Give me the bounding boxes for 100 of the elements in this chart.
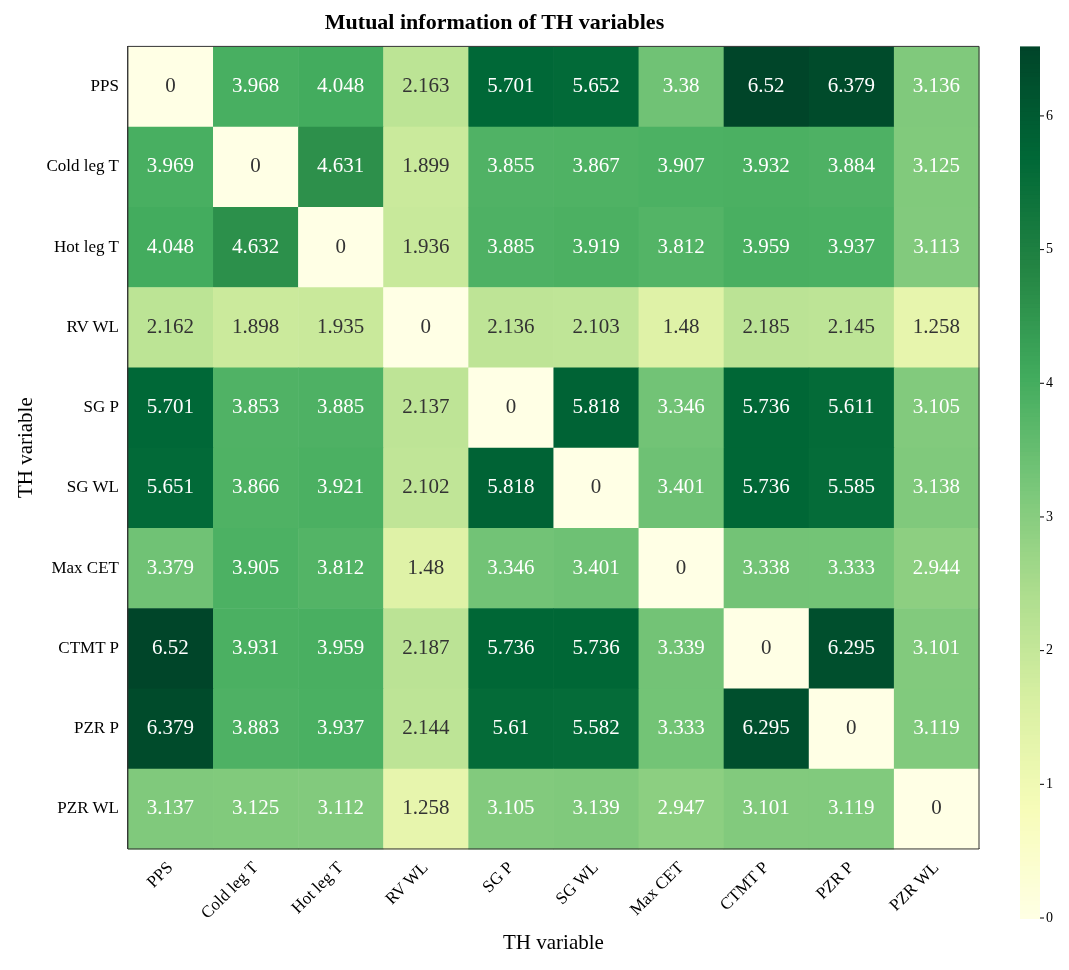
data-label: 0 <box>590 474 602 499</box>
y-tick-label: PPS <box>90 76 119 95</box>
y-tick-label: SG WL <box>66 477 119 497</box>
data-label: 2.145 <box>827 313 875 338</box>
chart-title: Mutual information of TH variables <box>324 8 665 34</box>
data-label: 5.701 <box>146 394 195 419</box>
y-tick-label: Cold leg T <box>46 156 120 176</box>
data-label: 2.162 <box>146 313 195 338</box>
y-tick-label: Max CET <box>51 557 120 577</box>
data-label: 3.907 <box>657 153 705 178</box>
data-label: 3.346 <box>657 394 705 419</box>
data-label: 0 <box>931 795 942 820</box>
data-label: 3.119 <box>828 795 875 820</box>
data-label: 2.102 <box>402 474 450 499</box>
data-label: 5.736 <box>572 634 620 659</box>
data-label: 3.339 <box>657 634 705 659</box>
data-label: 0 <box>505 394 517 419</box>
data-label: 6.52 <box>747 73 785 98</box>
data-label: 2.137 <box>402 394 450 419</box>
data-label: 2.185 <box>742 313 790 338</box>
data-label: 5.652 <box>572 73 620 98</box>
data-label: 3.138 <box>912 474 961 499</box>
data-label: 1.899 <box>402 153 450 178</box>
data-label: 3.959 <box>742 233 790 258</box>
y-tick-label: CTMT P <box>58 637 119 657</box>
data-label: 3.921 <box>317 474 365 499</box>
data-label: 3.959 <box>317 634 365 659</box>
data-label: 3.338 <box>742 554 790 579</box>
y-tick-label: PZR WL <box>57 798 119 818</box>
data-label: 4.632 <box>231 233 280 258</box>
data-label: 0 <box>335 233 346 258</box>
data-label: 3.333 <box>827 554 875 579</box>
data-label: 2.187 <box>402 634 450 659</box>
data-label: 0 <box>250 153 261 178</box>
data-label: 3.969 <box>146 153 195 178</box>
data-label: 6.379 <box>827 73 875 98</box>
data-label: 6.52 <box>152 634 189 659</box>
data-label: 3.333 <box>657 715 705 740</box>
data-label: 3.855 <box>487 153 535 178</box>
data-label: 3.401 <box>572 554 620 579</box>
data-label: 3.885 <box>487 233 535 258</box>
data-label: 2.136 <box>487 313 535 338</box>
data-label: 5.651 <box>146 474 195 499</box>
x-tick-label: RV WL <box>381 857 432 909</box>
data-label: 3.968 <box>231 73 280 98</box>
data-label: 6.379 <box>146 715 195 740</box>
data-label: 3.883 <box>231 715 280 740</box>
data-label: 3.884 <box>827 153 876 178</box>
data-label: 4.048 <box>317 73 365 98</box>
data-label: 3.919 <box>572 233 620 258</box>
x-tick-label: Cold leg T <box>196 857 262 923</box>
data-label: 4.631 <box>317 153 365 178</box>
y-axis-title: TH variable <box>13 397 38 499</box>
color-bar-label: 2 <box>1046 642 1053 658</box>
data-label: 3.139 <box>572 795 620 820</box>
x-tick-label: SG WL <box>551 857 602 909</box>
x-tick-label: Max CET <box>625 857 688 919</box>
data-label: 1.258 <box>912 313 961 338</box>
data-label: 0 <box>760 634 772 659</box>
color-bar-label: 5 <box>1046 241 1053 257</box>
data-label: 0 <box>846 715 857 740</box>
data-label: 3.905 <box>231 554 280 579</box>
data-label: 5.736 <box>742 394 790 419</box>
data-label: 3.812 <box>317 554 365 579</box>
data-label: 1.898 <box>231 313 280 338</box>
data-label: 1.258 <box>402 795 450 820</box>
x-tick-label: Hot leg T <box>287 857 348 918</box>
data-label: 4.048 <box>146 233 195 258</box>
data-label: 0 <box>675 554 687 579</box>
data-label: 3.38 <box>662 73 700 98</box>
data-label: 5.61 <box>492 715 530 740</box>
y-tick-label: Hot leg T <box>54 236 120 256</box>
data-label: 3.932 <box>742 153 790 178</box>
data-label: 6.295 <box>742 715 790 740</box>
data-label: 3.853 <box>231 394 280 419</box>
data-label: 2.944 <box>912 554 961 579</box>
data-label: 3.137 <box>146 795 195 820</box>
data-label: 3.119 <box>913 715 960 740</box>
data-label: 2.163 <box>402 73 450 98</box>
data-label: 3.867 <box>572 153 620 178</box>
data-label: 5.818 <box>487 474 535 499</box>
data-label: 3.346 <box>487 554 535 579</box>
data-label: 5.736 <box>487 634 535 659</box>
x-tick-label: SG P <box>478 857 517 897</box>
data-label: 1.48 <box>407 554 445 579</box>
data-label: 6.295 <box>827 634 875 659</box>
data-label: 3.379 <box>146 554 195 579</box>
data-label: 3.113 <box>913 233 960 258</box>
data-label: 3.136 <box>912 73 961 98</box>
data-label: 2.144 <box>402 715 450 740</box>
data-label: 3.125 <box>912 153 961 178</box>
data-label: 5.585 <box>827 474 875 499</box>
data-label: 3.937 <box>317 715 365 740</box>
data-label: 3.812 <box>657 233 705 258</box>
data-label: 3.105 <box>487 795 535 820</box>
data-label: 2.947 <box>657 795 705 820</box>
data-label: 5.582 <box>572 715 620 740</box>
color-bar-label: 0 <box>1046 909 1053 925</box>
data-label: 5.818 <box>572 394 620 419</box>
data-label: 0 <box>420 313 432 338</box>
